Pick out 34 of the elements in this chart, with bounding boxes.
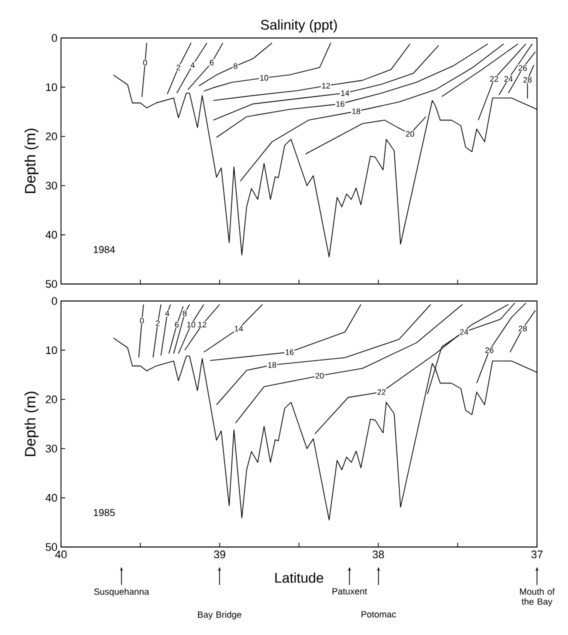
line-series	[198, 42, 272, 86]
y-tick-label: 20	[46, 132, 58, 140]
x-tick-label: 39	[214, 550, 226, 558]
line-series	[240, 44, 504, 182]
text: Mouth of the Bay	[520, 588, 555, 607]
line-series	[212, 44, 440, 121]
y-tick-label: 20	[46, 396, 58, 404]
text: Patuxent	[332, 588, 368, 594]
line-series	[203, 42, 332, 92]
y-axis-title: Depth (m)	[24, 392, 38, 456]
y-tick-label: 10	[46, 346, 58, 354]
text: Potomac	[362, 611, 396, 618]
x-tick-label: 37	[531, 550, 543, 558]
x-tick-label: 38	[372, 550, 384, 558]
y-tick-label: 50	[46, 543, 58, 551]
text: Susquehanna	[94, 588, 150, 597]
y-tick-label: 40	[46, 230, 58, 239]
y-tick-label: 50	[46, 280, 58, 288]
line-series	[212, 44, 410, 101]
y-tick-label: 30	[46, 182, 58, 190]
y-tick-label: 10	[46, 83, 58, 92]
y-axis-title: Depth (m)	[24, 128, 38, 193]
line-series	[216, 304, 432, 406]
text: Bay Bridge	[198, 611, 242, 620]
x-axis-title: Latitude	[275, 572, 324, 583]
chart-title: Salinity (ppt)	[260, 20, 337, 32]
line-series	[210, 304, 362, 361]
annotation: 1985	[94, 509, 115, 516]
annotation: 1984	[94, 246, 115, 254]
y-tick-label: 40	[46, 494, 58, 502]
y-tick-label: 0	[52, 34, 58, 42]
line-series	[216, 44, 488, 138]
y-tick-label: 30	[46, 444, 58, 452]
y-tick-label: 0	[52, 297, 58, 305]
